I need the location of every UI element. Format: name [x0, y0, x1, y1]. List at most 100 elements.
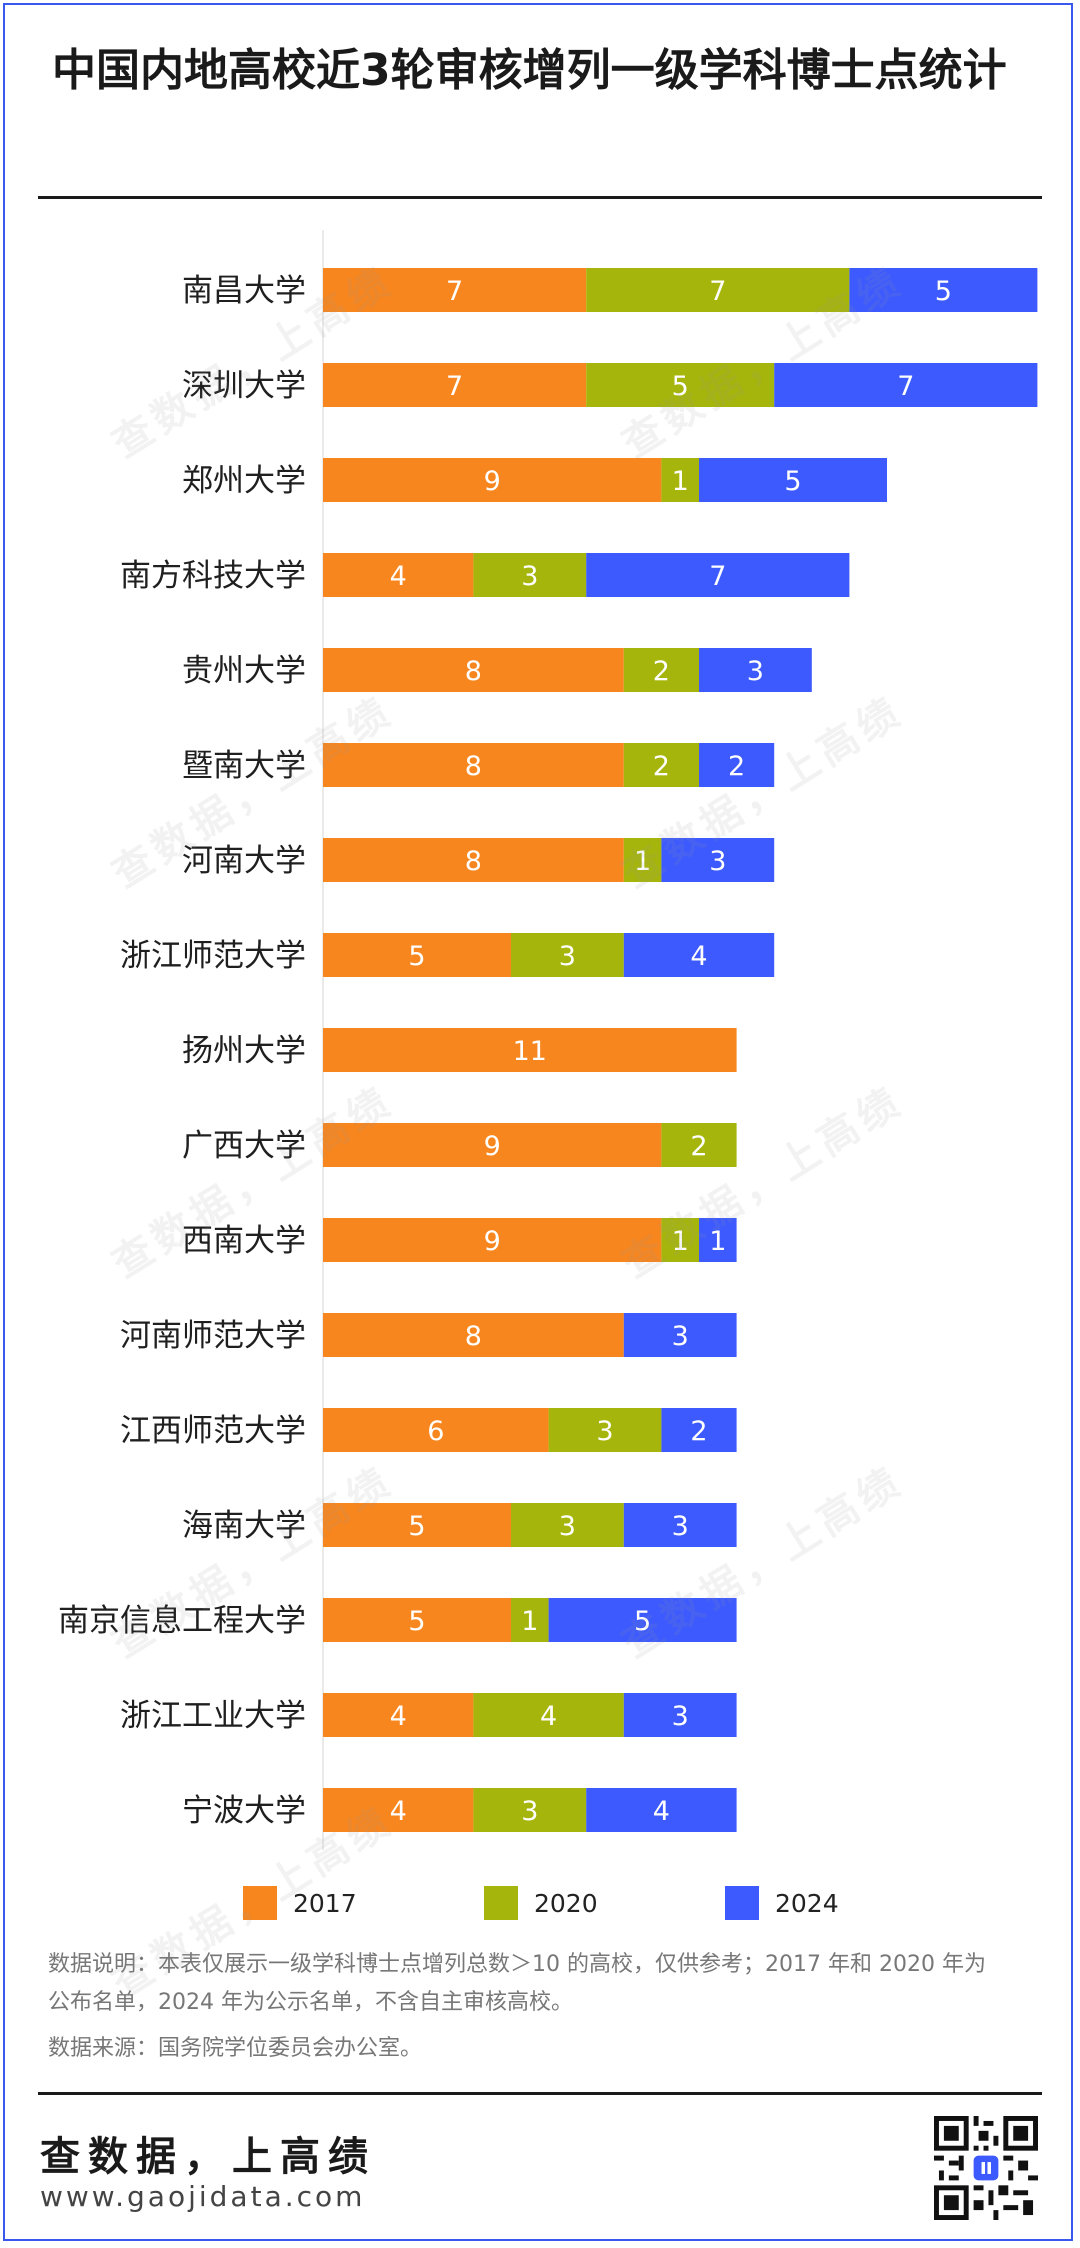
category-label: 广西大学	[182, 1128, 306, 1164]
bar-segment-2017	[323, 1123, 662, 1167]
bar-segment-2017	[323, 933, 511, 977]
bar-segment-2020	[511, 1503, 624, 1547]
bar-value-label: 3	[596, 1416, 613, 1447]
bar-segment-2024	[623, 1313, 737, 1357]
bar-segment-2020	[661, 1218, 699, 1262]
title-divider	[38, 196, 1042, 199]
bar-segment-2024	[586, 1788, 737, 1832]
brand-name: 查数据，上高绩	[40, 2134, 376, 2180]
brand-url[interactable]: www.gaojidata.com	[40, 2180, 366, 2213]
bar-segment-2020	[586, 268, 850, 312]
category-label: 河南师范大学	[120, 1318, 306, 1354]
bar-value-label: 3	[672, 1321, 689, 1352]
bar-value-label: 7	[446, 276, 463, 307]
bar-value-label: 7	[709, 561, 726, 592]
data-source-note: 数据来源：国务院学位委员会办公室。	[48, 2036, 423, 2061]
bar-segment-2024	[699, 1218, 737, 1262]
bar-value-label: 9	[484, 1131, 501, 1162]
category-label: 浙江师范大学	[120, 938, 306, 974]
bar-value-label: 6	[427, 1416, 444, 1447]
bar-value-label: 5	[408, 1511, 425, 1542]
bar-value-label: 2	[690, 1131, 707, 1162]
data-note-line1: 数据说明：本表仅展示一级学科博士点增列总数＞10 的高校，仅供参考；2017 年…	[48, 1952, 986, 1977]
legend-item-2024: 2024	[725, 1886, 839, 1920]
bar-value-label: 8	[465, 656, 482, 687]
bar-value-label: 4	[390, 1701, 407, 1732]
chart-title: 中国内地高校近3轮审核增列一级学科博士点统计	[52, 45, 1007, 96]
category-label: 南方科技大学	[120, 558, 306, 594]
category-label: 江西师范大学	[120, 1413, 306, 1449]
legend-label-2017: 2017	[293, 1888, 357, 1918]
bar-segment-2017	[323, 743, 624, 787]
bar-value-label: 2	[653, 656, 670, 687]
bar-value-label: 5	[634, 1606, 651, 1637]
category-label: 贵州大学	[182, 653, 306, 689]
category-label: 南京信息工程大学	[58, 1603, 306, 1639]
bar-value-label: 3	[521, 561, 538, 592]
bar-segment-2020	[661, 458, 699, 502]
stacked-bar-chart: 南昌大学 7 7 5 深圳大学 7 5 7 郑州大学 9 1 5 南方科技大学 4 3 7 贵州大学 8 2 3 暨南大…	[58, 230, 1038, 1850]
bar-segment-2017	[323, 838, 624, 882]
bar-segment-2020	[473, 1788, 587, 1832]
bar-value-label: 8	[465, 1321, 482, 1352]
legend-swatch-2017	[243, 1886, 277, 1920]
bar-segment-2017	[323, 1028, 737, 1072]
bar-segment-2020	[623, 838, 662, 882]
bar-segment-2024	[586, 553, 850, 597]
category-label: 深圳大学	[182, 368, 306, 404]
bar-value-label: 4	[653, 1796, 670, 1827]
bar-segment-2020	[511, 933, 624, 977]
qr-code-icon	[934, 2116, 1038, 2220]
bar-segment-2017	[323, 1788, 474, 1832]
bar-value-label: 3	[559, 1511, 576, 1542]
bar-segment-2017	[323, 363, 587, 407]
bar-value-label: 1	[672, 1226, 689, 1257]
bar-segment-2017	[323, 268, 587, 312]
bar-value-label: 1	[709, 1226, 726, 1257]
category-label: 宁波大学	[182, 1793, 306, 1829]
bar-value-label: 3	[747, 656, 764, 687]
bar-segment-2024	[623, 1503, 737, 1547]
bar-value-label: 8	[465, 846, 482, 877]
bar-segment-2020	[548, 1408, 662, 1452]
bar-segment-2017	[323, 1693, 474, 1737]
bar-value-label: 4	[690, 941, 707, 972]
bar-segment-2017	[323, 458, 662, 502]
bar-segment-2024	[661, 838, 775, 882]
bar-value-label: 9	[484, 466, 501, 497]
bar-value-label: 3	[521, 1796, 538, 1827]
category-label: 海南大学	[182, 1508, 306, 1544]
bar-segment-2024	[623, 933, 775, 977]
bar-segment-2017	[323, 1313, 624, 1357]
legend-item-2017: 2017	[243, 1886, 357, 1920]
legend: 2017 2020 2024	[0, 1886, 1080, 1926]
bar-value-label: 2	[690, 1416, 707, 1447]
bar-value-label: 4	[540, 1701, 557, 1732]
bar-segment-2017	[323, 648, 624, 692]
category-label: 扬州大学	[182, 1033, 306, 1069]
bar-value-label: 7	[709, 276, 726, 307]
bar-value-label: 5	[408, 1606, 425, 1637]
category-label: 郑州大学	[182, 463, 306, 499]
bar-segment-2020	[473, 1693, 624, 1737]
legend-label-2020: 2020	[534, 1888, 598, 1918]
bar-segment-2024	[661, 1408, 737, 1452]
bar-value-label: 11	[513, 1036, 547, 1067]
bar-value-label: 3	[709, 846, 726, 877]
bar-segment-2017	[323, 1408, 549, 1452]
legend-label-2024: 2024	[775, 1888, 839, 1918]
bar-value-label: 9	[484, 1226, 501, 1257]
bar-value-label: 7	[897, 371, 914, 402]
category-label: 暨南大学	[182, 748, 306, 784]
bar-value-label: 1	[521, 1606, 538, 1637]
bar-value-label: 3	[672, 1511, 689, 1542]
bar-value-label: 7	[446, 371, 463, 402]
bar-segment-2024	[699, 458, 887, 502]
bar-value-label: 2	[728, 751, 745, 782]
bar-segment-2024	[774, 363, 1038, 407]
data-note-line2: 公布名单，2024 年为公示名单，不含自主审核高校。	[48, 1990, 573, 2015]
bar-value-label: 2	[653, 751, 670, 782]
bar-value-label: 4	[390, 1796, 407, 1827]
bar-segment-2020	[623, 743, 699, 787]
bar-segment-2024	[699, 743, 775, 787]
